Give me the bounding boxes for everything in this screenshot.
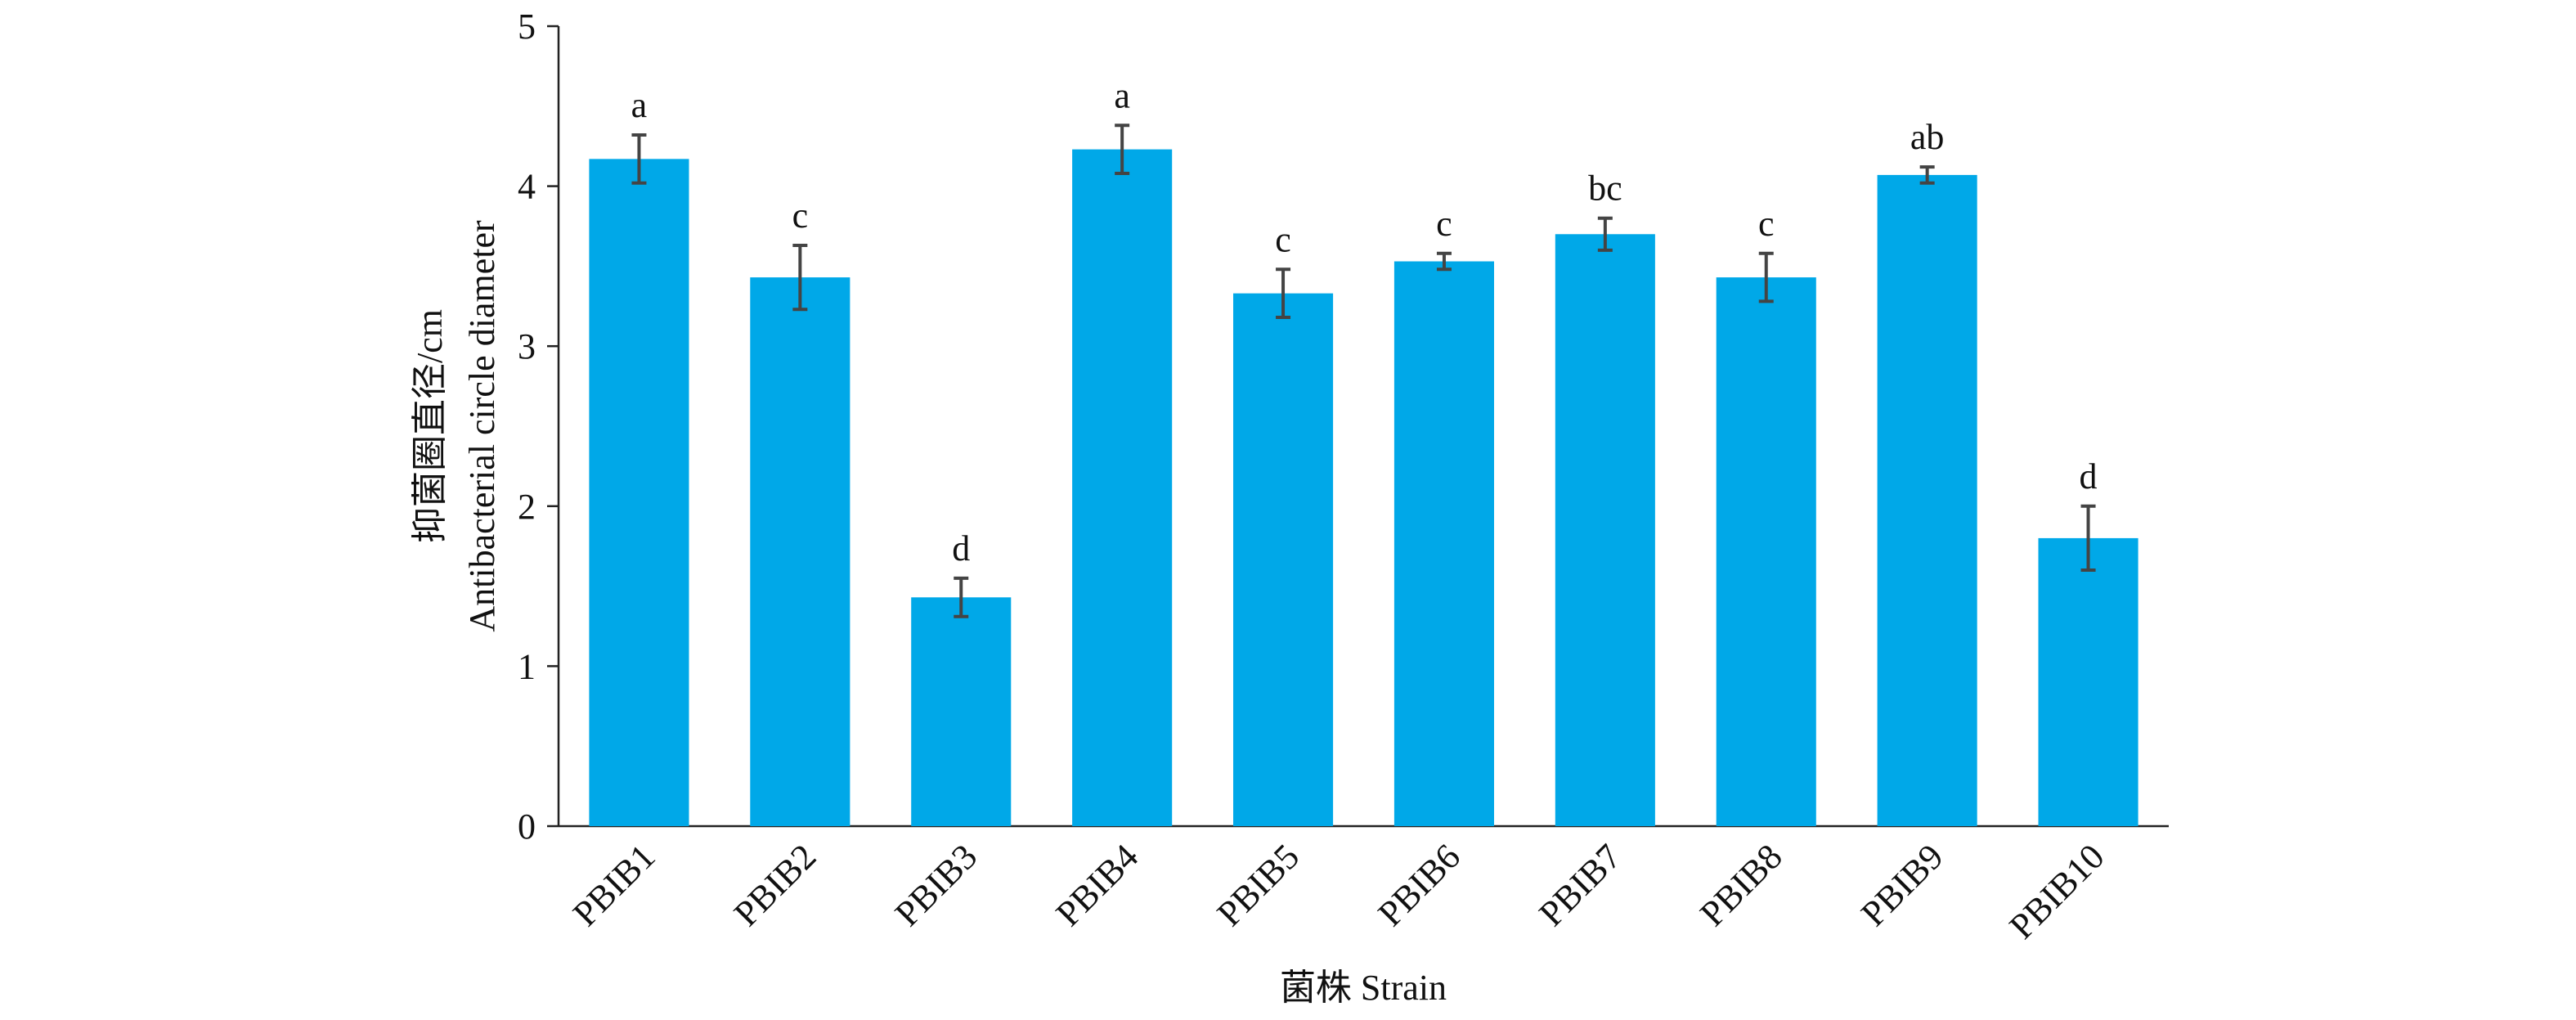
bar: [911, 597, 1012, 826]
y-axis-label: 抑菌圈直径/cm Antibacterial circle diameter: [410, 220, 502, 632]
significance-label: c: [792, 195, 809, 236]
error-bar: [792, 243, 808, 312]
error-bar: [1919, 165, 1935, 185]
error-bar: [1597, 216, 1613, 252]
bar: [589, 159, 689, 826]
significance-label: d: [2080, 456, 2098, 497]
x-tick-label: PBIB10: [2002, 836, 2112, 946]
x-tick-label: PBIB3: [887, 836, 985, 933]
bar: [1233, 293, 1334, 827]
bar: [1877, 174, 1977, 826]
x-tick-label: PBIB5: [1209, 836, 1307, 933]
error-bar: [1758, 251, 1774, 303]
x-tick-label: PBIB7: [1532, 836, 1629, 933]
significance-label: c: [1275, 219, 1291, 259]
y-tick-label: 3: [518, 326, 536, 366]
error-bar: [1115, 124, 1130, 175]
significance-label: ab: [1910, 117, 1945, 157]
x-tick-label: PBIB1: [565, 836, 662, 933]
error-bar: [2080, 504, 2096, 573]
x-tick-label: PBIB2: [726, 836, 824, 933]
y-tick-label: 5: [518, 7, 536, 47]
significance-label: d: [952, 528, 970, 568]
x-tick-label: PBIB8: [1692, 836, 1789, 933]
significance-label: c: [1436, 204, 1452, 244]
significance-label: a: [631, 85, 648, 125]
y-axis-label-line: 抑菌圈直径/cm: [410, 309, 450, 543]
bar: [1555, 234, 1655, 826]
x-tick-label: PBIB9: [1853, 836, 1950, 933]
bar: [1072, 149, 1173, 826]
y-axis-label-line: Antibacterial circle diameter: [462, 220, 502, 632]
bar: [1393, 261, 1494, 827]
y-tick-label: 1: [518, 646, 536, 686]
y-tick-label: 0: [518, 807, 536, 847]
significance-label: bc: [1588, 169, 1622, 209]
x-tick-label: PBIB6: [1371, 836, 1468, 933]
error-bar: [1436, 251, 1452, 272]
error-bar: [1276, 267, 1291, 319]
y-tick-label: 2: [518, 487, 536, 527]
error-bar: [954, 576, 969, 618]
x-axis-label: 菌株 Strain: [1280, 968, 1447, 1008]
x-tick-label: PBIB4: [1048, 836, 1146, 933]
bar: [750, 277, 850, 826]
significance-label: c: [1758, 204, 1775, 244]
bar: [1716, 277, 1816, 826]
error-bar: [631, 133, 647, 185]
y-tick-label: 4: [518, 167, 536, 207]
significance-label: a: [1114, 75, 1130, 115]
bar: [2038, 537, 2138, 826]
